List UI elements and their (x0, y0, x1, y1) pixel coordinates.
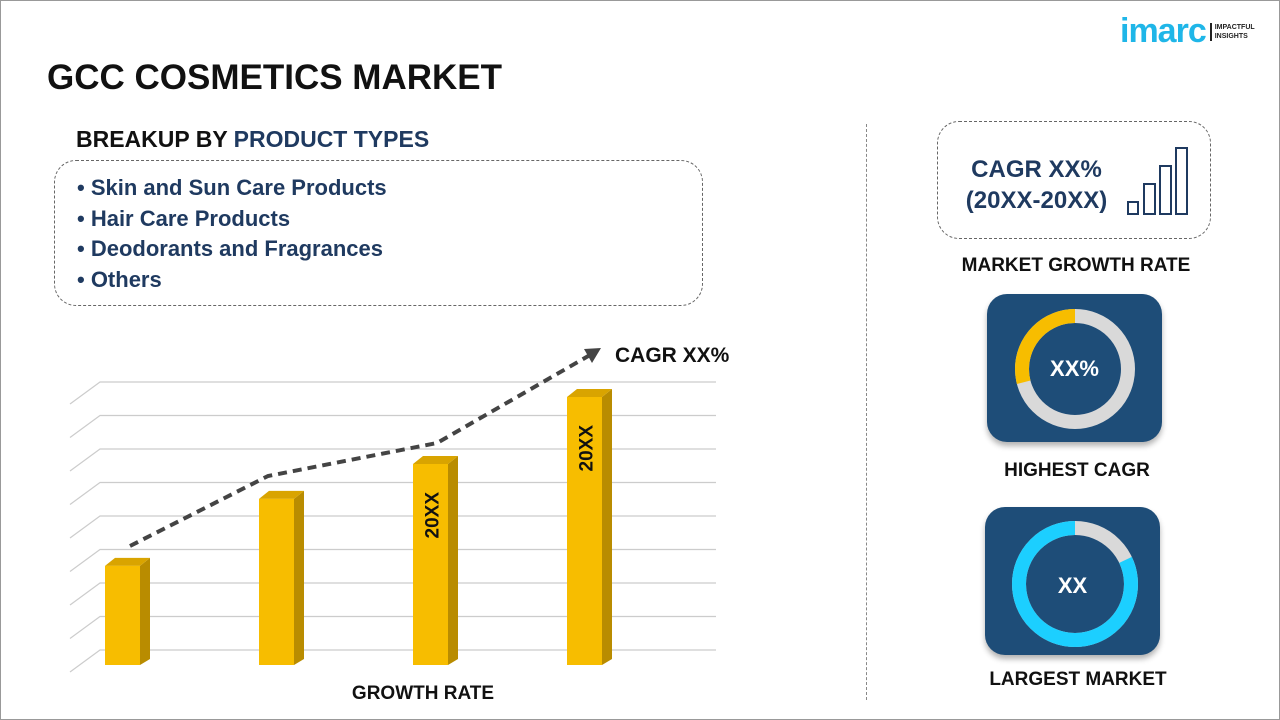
gridline (69, 615, 716, 639)
bar (105, 565, 140, 665)
cagr-text: CAGR XX% (20XX-20XX) (965, 156, 1108, 214)
list-item: • Deodorants and Fragrances (77, 236, 384, 261)
gridline (69, 414, 716, 438)
largest-market-card: XX (985, 507, 1160, 655)
bar-side (140, 557, 150, 665)
bar-chart-icon (1127, 147, 1188, 215)
x-axis-label: GROWTH RATE (352, 683, 494, 704)
donut-highest (1015, 309, 1135, 429)
imarc-logo: imarc IMPACTFUL INSIGHTS (1120, 12, 1255, 51)
bar (259, 498, 294, 665)
bar-top (105, 557, 150, 566)
donut-highest-fill (1015, 309, 1135, 429)
logo-word: imarc (1120, 12, 1207, 50)
growth-chart: 20XX 20XX CAGR XX% GROWTH RATE (69, 344, 730, 704)
donut-largest (1012, 521, 1138, 647)
gridline (69, 381, 716, 405)
gridline (69, 649, 716, 673)
logo-tagline: IMPACTFUL INSIGHTS (1209, 22, 1255, 41)
list-item: • Hair Care Products (77, 205, 291, 231)
bar-top (259, 490, 304, 499)
gridline (69, 448, 716, 472)
highest-cagr-card: XX% (987, 294, 1162, 442)
gridline (69, 548, 716, 572)
list-item: • Skin and Sun Care Products (77, 175, 387, 200)
highest-value: XX% (1050, 356, 1099, 381)
highest-cagr-label: HIGHEST CAGR (1004, 460, 1150, 481)
bar (413, 464, 448, 665)
trend-label: CAGR XX% (615, 344, 730, 367)
bar-label: 20XX (577, 425, 598, 472)
page-title: GCC COSMETICS MARKET (47, 58, 502, 97)
bar-top (413, 456, 458, 464)
gridline (69, 515, 716, 539)
gridline (69, 481, 716, 505)
bar-label: 20XX (423, 492, 444, 539)
cagr-box: CAGR XX% (20XX-20XX) (937, 121, 1211, 239)
list-item: • Others (77, 266, 162, 292)
largest-market-label: LARGEST MARKET (989, 669, 1167, 690)
bar (567, 397, 602, 665)
largest-value: XX (1057, 573, 1088, 598)
divider (866, 124, 867, 700)
product-types-list: • Skin and Sun Care Products • Hair Care… (54, 160, 703, 306)
market-growth-label: MARKET GROWTH RATE (961, 255, 1191, 276)
trend-arrowhead (584, 348, 601, 363)
bar-side (448, 456, 458, 665)
gridline (69, 582, 716, 606)
breakup-heading: BREAKUP BY PRODUCT TYPES (76, 126, 430, 152)
bar-side (294, 490, 304, 665)
bar-side (602, 389, 612, 665)
trend-line (129, 353, 591, 548)
donut-largest-fill (1012, 521, 1138, 647)
bar-top (567, 389, 612, 397)
